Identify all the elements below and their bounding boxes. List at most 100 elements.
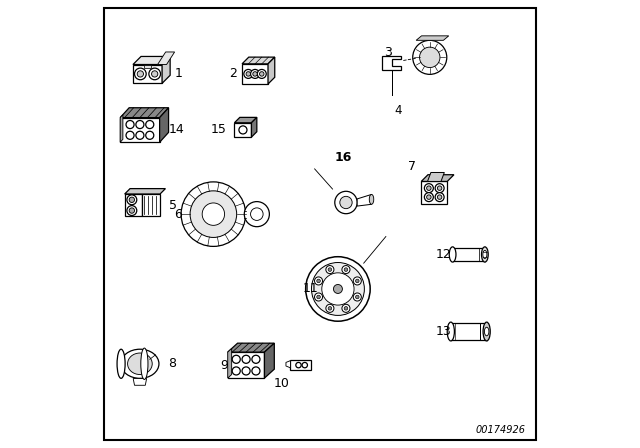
Bar <box>452 248 485 261</box>
Polygon shape <box>159 108 168 142</box>
Ellipse shape <box>483 250 487 258</box>
Circle shape <box>202 203 225 225</box>
Text: 5: 5 <box>168 198 177 212</box>
Circle shape <box>424 193 433 202</box>
Circle shape <box>302 362 307 368</box>
Text: 9: 9 <box>220 358 228 372</box>
Ellipse shape <box>447 322 454 341</box>
Circle shape <box>252 355 260 363</box>
Text: 1: 1 <box>174 67 182 81</box>
Circle shape <box>242 367 250 375</box>
Polygon shape <box>133 379 147 385</box>
Polygon shape <box>234 123 252 137</box>
Circle shape <box>146 121 154 129</box>
Circle shape <box>239 126 247 134</box>
Polygon shape <box>264 343 275 378</box>
Circle shape <box>344 306 348 310</box>
Polygon shape <box>120 115 123 142</box>
Circle shape <box>136 121 144 129</box>
Circle shape <box>306 257 370 321</box>
Ellipse shape <box>369 194 374 204</box>
Text: 4: 4 <box>394 104 401 117</box>
Polygon shape <box>120 117 159 142</box>
Circle shape <box>355 295 359 299</box>
Polygon shape <box>268 57 275 84</box>
Circle shape <box>250 69 260 78</box>
Circle shape <box>190 191 237 237</box>
Circle shape <box>244 202 269 227</box>
Circle shape <box>244 69 253 78</box>
Circle shape <box>129 208 134 213</box>
Ellipse shape <box>483 322 490 341</box>
Polygon shape <box>357 194 371 206</box>
Polygon shape <box>382 56 401 70</box>
Polygon shape <box>291 360 311 370</box>
Polygon shape <box>428 172 444 181</box>
Text: 2: 2 <box>229 67 237 81</box>
Circle shape <box>126 131 134 139</box>
Circle shape <box>340 196 352 209</box>
Polygon shape <box>162 56 170 83</box>
Circle shape <box>427 186 431 190</box>
Text: 16: 16 <box>335 151 353 164</box>
Ellipse shape <box>127 353 152 375</box>
Circle shape <box>317 295 321 299</box>
Circle shape <box>149 68 161 80</box>
Text: 12: 12 <box>435 248 451 261</box>
Circle shape <box>437 186 442 190</box>
Polygon shape <box>242 64 268 84</box>
Circle shape <box>136 131 144 139</box>
Polygon shape <box>125 189 165 194</box>
Polygon shape <box>228 349 232 378</box>
Circle shape <box>314 277 323 285</box>
Circle shape <box>326 304 334 312</box>
Circle shape <box>420 47 440 68</box>
Circle shape <box>335 191 357 214</box>
Circle shape <box>328 306 332 310</box>
Circle shape <box>427 195 431 199</box>
Circle shape <box>326 266 334 274</box>
Circle shape <box>413 40 447 74</box>
Circle shape <box>252 367 260 375</box>
Circle shape <box>312 263 364 315</box>
Polygon shape <box>120 108 168 117</box>
Circle shape <box>353 277 362 285</box>
Circle shape <box>328 268 332 271</box>
Circle shape <box>242 355 250 363</box>
Text: 3: 3 <box>384 46 392 60</box>
Polygon shape <box>228 352 264 378</box>
Circle shape <box>152 71 158 77</box>
Ellipse shape <box>484 327 489 336</box>
Circle shape <box>181 182 246 246</box>
Circle shape <box>253 72 257 76</box>
Ellipse shape <box>121 349 159 378</box>
Polygon shape <box>234 117 257 123</box>
Text: 13: 13 <box>435 325 451 338</box>
Polygon shape <box>142 194 160 216</box>
Text: 11: 11 <box>303 282 319 296</box>
Circle shape <box>333 284 342 293</box>
Polygon shape <box>421 175 454 181</box>
Circle shape <box>129 197 134 202</box>
Polygon shape <box>133 56 170 65</box>
Circle shape <box>127 195 137 205</box>
Circle shape <box>232 367 240 375</box>
Circle shape <box>257 69 266 78</box>
Polygon shape <box>157 52 175 65</box>
Circle shape <box>314 293 323 301</box>
Text: 14: 14 <box>168 123 184 137</box>
Ellipse shape <box>117 349 125 378</box>
Polygon shape <box>421 181 447 204</box>
Polygon shape <box>125 194 142 216</box>
FancyBboxPatch shape <box>144 65 151 68</box>
Circle shape <box>126 121 134 129</box>
Circle shape <box>424 184 433 193</box>
Circle shape <box>146 131 154 139</box>
Circle shape <box>296 362 301 368</box>
Circle shape <box>127 206 137 215</box>
Polygon shape <box>416 36 449 40</box>
Circle shape <box>137 71 143 77</box>
Circle shape <box>342 266 350 274</box>
Polygon shape <box>133 65 162 83</box>
Ellipse shape <box>449 247 456 262</box>
